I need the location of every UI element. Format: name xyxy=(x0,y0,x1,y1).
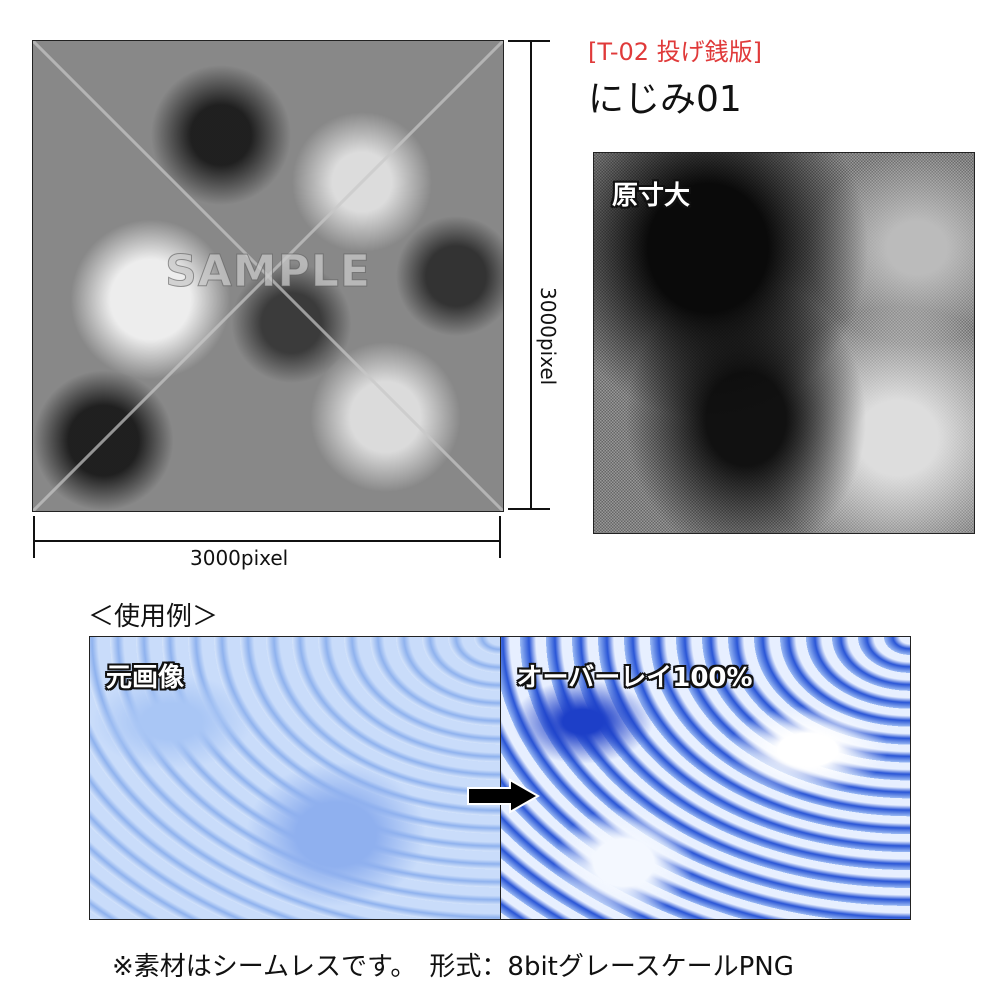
cross-lines xyxy=(33,41,503,511)
original-label: 元画像 xyxy=(106,663,185,693)
footer-note: ※素材はシームレスです。 形式：8bitグレースケールPNG xyxy=(112,952,794,982)
usage-heading: ＜使用例＞ xyxy=(88,602,219,632)
width-label: 3000pixel xyxy=(190,546,289,570)
height-dimension-tick xyxy=(508,508,550,510)
height-dimension-line xyxy=(530,40,532,510)
width-dimension-tick xyxy=(33,516,35,558)
overlay-result-panel: オーバーレイ100% xyxy=(500,637,910,919)
original-image-panel: 元画像 xyxy=(90,637,501,919)
actual-size-preview: 原寸大 xyxy=(593,152,975,534)
width-dimension-tick xyxy=(499,516,501,558)
series-label: [T-02 投げ銭版] xyxy=(588,38,763,66)
width-dimension-line xyxy=(33,540,501,542)
overlay-label: オーバーレイ100% xyxy=(516,663,753,693)
product-title: にじみ01 xyxy=(588,79,742,120)
sample-texture-preview: SAMPLE xyxy=(32,40,504,512)
actual-size-label: 原寸大 xyxy=(612,181,691,211)
height-dimension-tick xyxy=(508,40,550,42)
usage-example: 元画像 オーバーレイ100% xyxy=(89,636,911,920)
sample-watermark: SAMPLE xyxy=(165,246,371,298)
arrow-right-icon xyxy=(467,778,540,814)
